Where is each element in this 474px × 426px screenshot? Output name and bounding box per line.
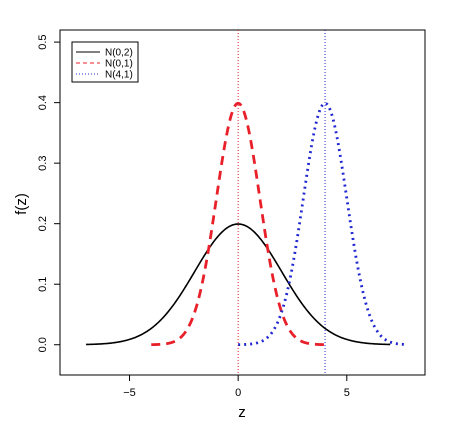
y-tick-label-1: 0.1: [37, 277, 49, 292]
y-tick-label-0: 0.0: [37, 337, 49, 352]
y-tick-label-2: 0.2: [37, 216, 49, 231]
y-tick-label-4: 0.4: [37, 95, 49, 110]
legend-box: [71, 41, 139, 83]
legend-label-0: N(0,2): [105, 48, 133, 59]
series-layer: [86, 101, 408, 347]
x-axis-label: z: [238, 404, 246, 421]
legend: N(0,2) N(0,1) N(4,1): [71, 41, 139, 83]
legend-label-2: N(4,1): [105, 70, 133, 81]
x-tick-label-0: −5: [123, 387, 136, 399]
x-axis: −5 0 5: [123, 375, 350, 399]
reference-lines: [237, 30, 326, 375]
y-axis: 0.0 0.1 0.2 0.3 0.4 0.5: [37, 34, 60, 352]
series-0-line: [86, 223, 391, 346]
plot-frame: [59, 29, 426, 376]
x-tick-label-1: 0: [235, 387, 241, 399]
series-1-line: [151, 101, 326, 347]
legend-label-1: N(0,1): [105, 59, 133, 70]
y-axis-label: f(z): [13, 193, 30, 215]
y-tick-label-5: 0.5: [37, 34, 49, 49]
x-tick-label-2: 5: [344, 387, 350, 399]
y-tick-label-3: 0.3: [37, 156, 49, 171]
